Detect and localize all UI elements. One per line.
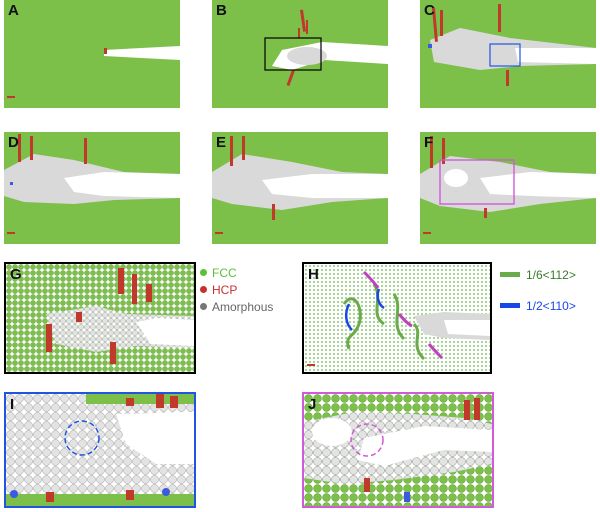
panel-c-image — [420, 0, 596, 108]
perfect-dislocation-icon — [500, 303, 520, 308]
panel-a-image — [4, 0, 180, 108]
zoom-box-f — [439, 159, 515, 205]
atom-legend: FCC HCP Amorphous — [200, 264, 273, 315]
fcc-dot-icon — [200, 269, 207, 276]
panel-d-image — [4, 132, 180, 244]
panel-b: B — [212, 0, 388, 108]
panel-e: E — [212, 132, 388, 244]
panel-label: F — [424, 134, 434, 151]
legend-item-amorphous: Amorphous — [200, 298, 273, 315]
legend-label: HCP — [212, 282, 238, 297]
panel-a: A — [4, 0, 180, 108]
panel-label: A — [8, 2, 19, 19]
panel-label: G — [10, 266, 22, 283]
panel-label: B — [216, 2, 227, 19]
panel-i: I — [4, 392, 196, 508]
panel-label: H — [308, 266, 319, 283]
panel-d: D — [4, 132, 180, 244]
panel-i-image — [6, 394, 194, 506]
panel-label: C — [424, 2, 435, 19]
legend-item-hcp: HCP — [200, 281, 273, 298]
panel-h-image — [304, 264, 490, 372]
panel-f: F — [420, 132, 596, 244]
panel-j: J — [302, 392, 494, 508]
zoom-box-b — [264, 37, 322, 71]
panel-label: J — [308, 396, 317, 413]
panel-b-image — [212, 0, 388, 108]
panel-c: C — [420, 0, 596, 108]
legend-item-fcc: FCC — [200, 264, 273, 281]
legend-label: FCC — [212, 265, 237, 280]
panel-label: D — [8, 134, 19, 151]
panel-g-image — [6, 264, 194, 372]
amorphous-dot-icon — [200, 303, 207, 310]
panel-label: I — [10, 396, 15, 413]
hcp-dot-icon — [200, 286, 207, 293]
legend-label: Amorphous — [212, 299, 274, 314]
panel-e-image — [212, 132, 388, 244]
legend-label: 1/6<112> — [526, 267, 576, 282]
partial-dislocation-icon — [500, 272, 520, 277]
zoom-box-c — [489, 43, 521, 67]
dislocation-legend: 1/6<112> 1/2<110> — [500, 266, 576, 314]
panel-h: H — [302, 262, 492, 374]
legend-item-perfect: 1/2<110> — [500, 297, 576, 314]
panel-label: E — [216, 134, 227, 151]
legend-item-partial: 1/6<112> — [500, 266, 576, 283]
panel-g: G — [4, 262, 196, 374]
panel-f-image — [420, 132, 596, 244]
legend-label: 1/2<110> — [526, 298, 576, 313]
panel-j-image — [304, 394, 492, 506]
